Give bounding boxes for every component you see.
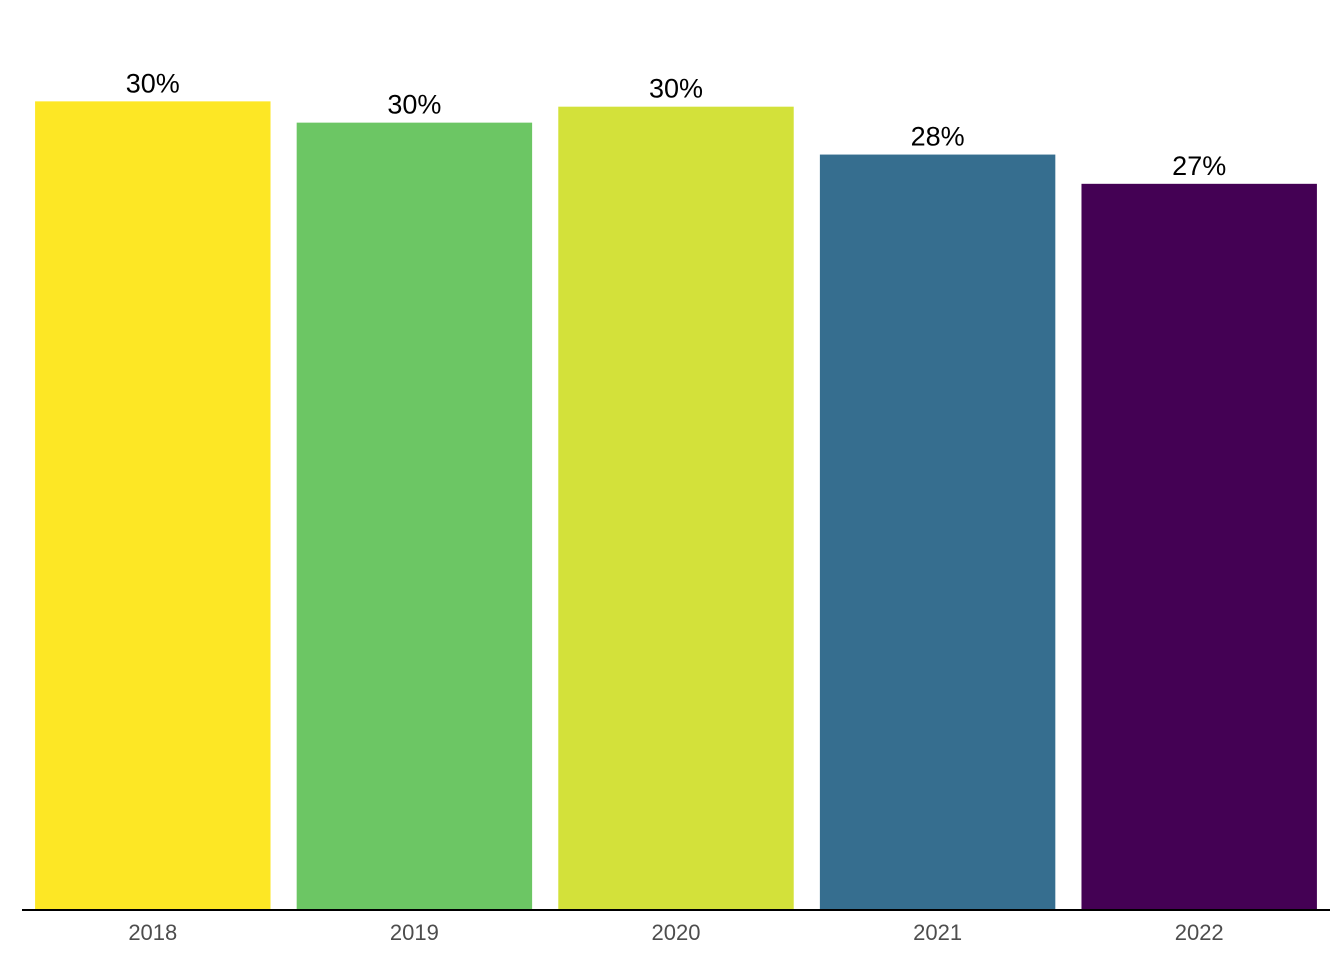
- x-tick-label-2020: 2020: [652, 920, 701, 945]
- x-tick-label-2018: 2018: [128, 920, 177, 945]
- x-tick-label-2021: 2021: [913, 920, 962, 945]
- bar-2020: [558, 106, 794, 911]
- value-label-2019: 30%: [387, 90, 441, 120]
- x-tick-labels-group: 2018 2019 2020 2021 2022: [128, 920, 1223, 945]
- x-tick-label-2022: 2022: [1175, 920, 1224, 945]
- value-label-2021: 28%: [911, 122, 965, 152]
- value-label-2018: 30%: [126, 68, 180, 98]
- bar-2021: [819, 154, 1056, 910]
- bar-2022: [1081, 183, 1317, 910]
- value-label-2020: 30%: [649, 74, 703, 104]
- x-tick-label-2019: 2019: [390, 920, 439, 945]
- bar-2018: [35, 101, 271, 911]
- value-labels-group: 30% 30% 30% 28% 27%: [126, 68, 1226, 180]
- bars-group: [35, 101, 1317, 911]
- bar-2019: [296, 122, 533, 910]
- value-label-2022: 27%: [1172, 151, 1226, 181]
